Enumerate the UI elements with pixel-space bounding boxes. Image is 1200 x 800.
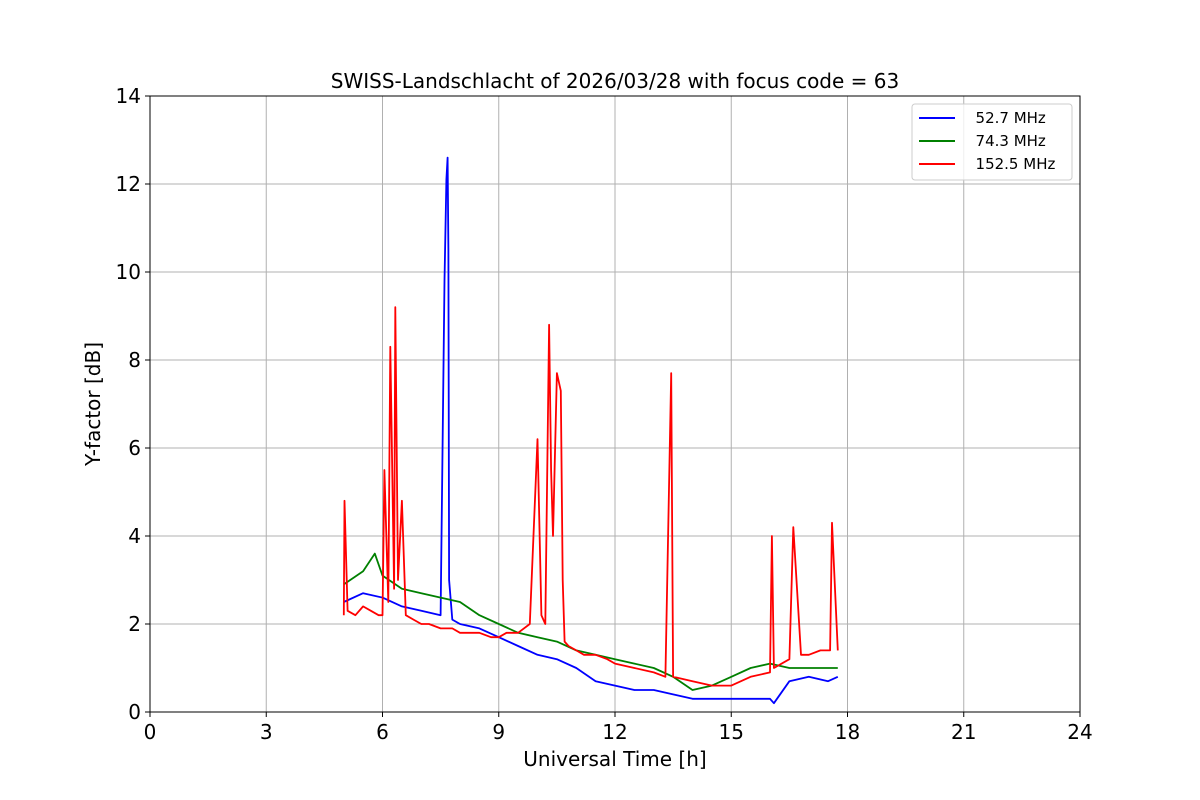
y-tick-label: 10 — [116, 260, 141, 284]
series-line-152-5-mhz — [342, 306, 839, 687]
x-tick-label: 12 — [602, 720, 627, 744]
x-tick-label: 24 — [1067, 720, 1092, 744]
y-axis-label: Y-factor [dB] — [81, 342, 105, 467]
y-tick-label: 12 — [116, 172, 141, 196]
x-tick-label: 15 — [719, 720, 744, 744]
y-tick-label: 0 — [128, 700, 141, 724]
x-tick-label: 6 — [376, 720, 389, 744]
series-line-52-7-mhz — [343, 156, 839, 705]
legend-label: 152.5 MHz — [966, 155, 1055, 173]
legend-label: 52.7 MHz — [966, 109, 1046, 127]
y-tick-label: 14 — [116, 84, 141, 108]
y-tick-label: 4 — [128, 524, 141, 548]
x-tick-label: 9 — [492, 720, 505, 744]
x-tick-label: 21 — [951, 720, 976, 744]
y-tick-label: 6 — [128, 436, 141, 460]
x-axis-label: Universal Time [h] — [523, 747, 706, 771]
series-layer — [342, 156, 839, 705]
y-tick-label: 2 — [128, 612, 141, 636]
legend-box — [911, 103, 1073, 181]
x-tick-label: 3 — [260, 720, 273, 744]
x-tick-label: 18 — [835, 720, 860, 744]
y-tick-label: 8 — [128, 348, 141, 372]
legend: 52.7 MHz 74.3 MHz 152.5 MHz — [911, 103, 1073, 181]
series-line-74-3-mhz — [343, 552, 838, 691]
x-tick-label: 0 — [144, 720, 157, 744]
chart-title: SWISS-Landschlacht of 2026/03/28 with fo… — [331, 69, 899, 93]
legend-label: 74.3 MHz — [966, 132, 1046, 150]
